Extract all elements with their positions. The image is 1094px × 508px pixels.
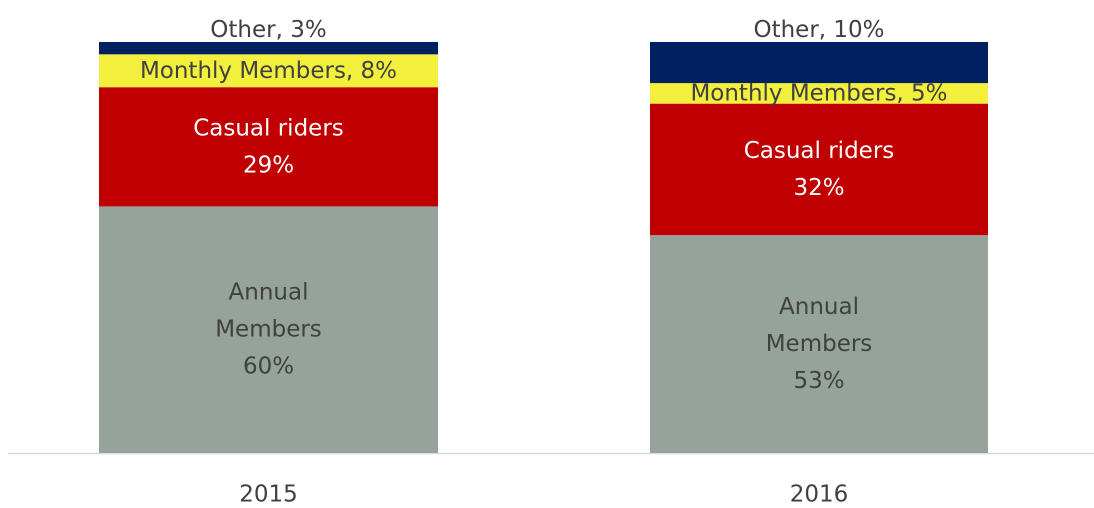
data-label-line: Members [766,331,873,357]
bar-segment [99,42,438,55]
data-label: Other, 10% [753,17,884,43]
data-label-line: Annual [779,294,859,320]
data-label-line: Members [215,316,322,342]
bar-segment [650,83,988,104]
data-label-line: Monthly Members, 5% [690,80,947,106]
data-label: Monthly Members, 5% [690,80,947,106]
x-tick-label: 2015 [239,482,298,508]
data-label-line: Casual riders [744,137,895,163]
data-label-line: Casual riders [193,115,344,141]
bar-segment [99,54,438,88]
x-tick-label: 2016 [790,482,849,508]
bar-segment [650,235,988,453]
bar-segment [99,206,438,453]
data-label-line: 32% [793,174,844,200]
data-label-line: Monthly Members, 8% [140,57,397,83]
data-label: Annual Members 53% [766,294,873,394]
bar-segment [650,103,988,236]
data-label-line: Annual [229,279,309,305]
data-label: Annual Members 60% [215,279,322,379]
data-label-line: Other, 10% [753,17,884,43]
data-label: Casual riders 32% [744,137,895,200]
bar-segment [650,42,988,84]
data-label-line: Other, 3% [210,17,326,43]
data-label-line: 53% [793,368,844,394]
data-label-line: 60% [243,353,294,379]
data-label: Other, 3% [210,17,326,43]
data-label: Casual riders 29% [193,115,344,178]
data-label: Monthly Members, 8% [140,57,397,83]
bar-segment [99,87,438,207]
data-label-line: 29% [243,152,294,178]
